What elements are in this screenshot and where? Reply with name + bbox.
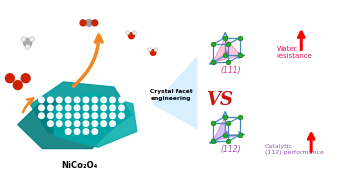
Circle shape <box>13 81 22 90</box>
Circle shape <box>101 97 106 103</box>
Polygon shape <box>153 56 197 130</box>
Circle shape <box>65 105 71 111</box>
Circle shape <box>119 113 124 119</box>
Circle shape <box>74 113 80 119</box>
Circle shape <box>39 105 44 111</box>
Circle shape <box>148 48 151 52</box>
Text: (111): (111) <box>220 66 241 75</box>
Circle shape <box>74 97 80 103</box>
Circle shape <box>92 20 98 26</box>
Circle shape <box>65 129 71 134</box>
Circle shape <box>110 105 115 111</box>
Circle shape <box>92 113 98 119</box>
Circle shape <box>39 97 44 103</box>
Circle shape <box>92 129 98 134</box>
Text: Catalytic
(112) performance: Catalytic (112) performance <box>265 144 323 155</box>
Circle shape <box>48 121 53 126</box>
Circle shape <box>101 105 106 111</box>
Circle shape <box>65 121 71 126</box>
Text: Crystal facet
engineering: Crystal facet engineering <box>150 89 192 101</box>
Circle shape <box>56 113 62 119</box>
Circle shape <box>21 37 26 42</box>
Polygon shape <box>51 92 137 147</box>
Circle shape <box>39 113 44 119</box>
Polygon shape <box>213 117 240 141</box>
Circle shape <box>56 97 62 103</box>
Polygon shape <box>213 37 240 62</box>
Circle shape <box>21 74 30 83</box>
Polygon shape <box>30 82 131 138</box>
Circle shape <box>150 50 156 55</box>
Circle shape <box>74 105 80 111</box>
Circle shape <box>83 105 89 111</box>
Circle shape <box>74 129 80 134</box>
Circle shape <box>86 19 92 26</box>
Circle shape <box>101 121 106 126</box>
Circle shape <box>80 20 86 26</box>
Circle shape <box>25 44 30 49</box>
Circle shape <box>110 97 115 103</box>
Circle shape <box>119 97 124 103</box>
Text: Water
resistance: Water resistance <box>276 46 312 59</box>
Circle shape <box>154 48 158 52</box>
Circle shape <box>92 97 98 103</box>
Circle shape <box>110 113 115 119</box>
Circle shape <box>48 97 53 103</box>
Text: (112): (112) <box>220 145 241 154</box>
Circle shape <box>83 121 89 126</box>
Text: VS: VS <box>206 91 233 109</box>
Circle shape <box>83 113 89 119</box>
Circle shape <box>29 37 34 42</box>
Circle shape <box>128 33 134 39</box>
Circle shape <box>126 31 130 35</box>
Text: NiCo₂O₄: NiCo₂O₄ <box>61 161 97 170</box>
Circle shape <box>23 38 32 47</box>
Circle shape <box>92 121 98 126</box>
Circle shape <box>65 97 71 103</box>
Circle shape <box>5 74 14 83</box>
Circle shape <box>48 105 53 111</box>
Circle shape <box>56 121 62 126</box>
Circle shape <box>74 121 80 126</box>
Circle shape <box>132 31 137 35</box>
Circle shape <box>101 113 106 119</box>
Circle shape <box>65 113 71 119</box>
Circle shape <box>92 105 98 111</box>
Circle shape <box>83 97 89 103</box>
Circle shape <box>56 105 62 111</box>
Circle shape <box>119 105 124 111</box>
Circle shape <box>83 129 89 134</box>
Circle shape <box>110 121 115 126</box>
Circle shape <box>48 113 53 119</box>
Polygon shape <box>18 101 117 149</box>
